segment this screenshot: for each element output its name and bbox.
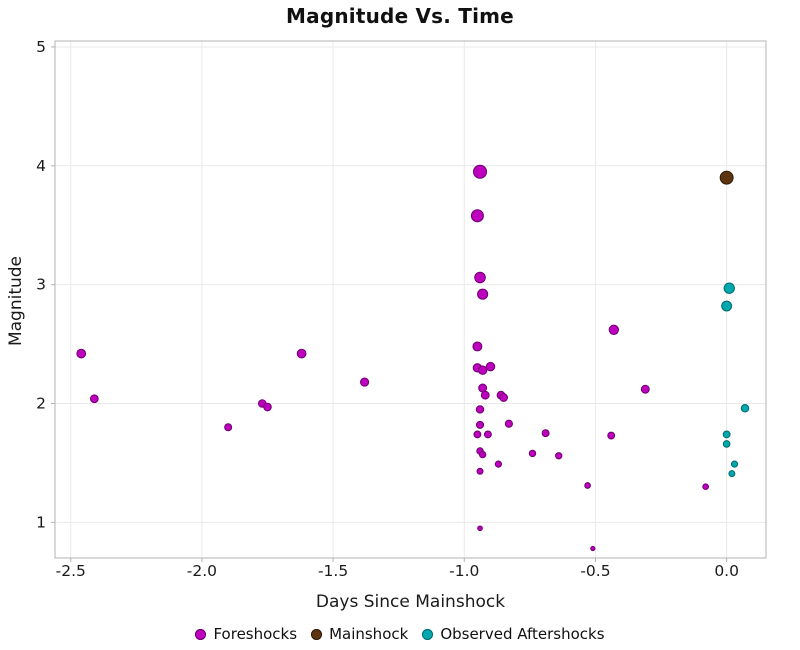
legend-item-mainshock[interactable]: Mainshock — [311, 625, 408, 643]
data-point-foreshocks — [477, 525, 483, 532]
data-point-foreshocks — [640, 384, 650, 394]
data-point-observed-aftershocks — [722, 430, 731, 439]
data-point-foreshocks — [480, 390, 490, 400]
data-point-observed-aftershocks — [722, 440, 731, 448]
data-point-foreshocks — [476, 467, 484, 475]
data-point-foreshocks — [224, 423, 233, 432]
data-point-foreshocks — [608, 324, 619, 335]
data-point-foreshocks — [485, 361, 496, 372]
legend-label-foreshocks: Foreshocks — [213, 625, 298, 643]
legend-item-foreshocks[interactable]: Foreshocks — [195, 625, 297, 643]
legend: Foreshocks Mainshock Observed Aftershock… — [0, 625, 800, 643]
y-tick-label: 2 — [36, 394, 46, 412]
data-point-foreshocks — [89, 394, 99, 404]
data-point-foreshocks — [475, 405, 485, 414]
data-point-foreshocks — [472, 164, 488, 179]
data-point-foreshocks — [555, 452, 563, 460]
data-point-foreshocks — [360, 377, 370, 387]
y-tick-label: 1 — [36, 513, 46, 531]
data-point-foreshocks — [76, 348, 87, 359]
data-point-foreshocks — [584, 482, 591, 489]
chart-title: Magnitude Vs. Time — [286, 4, 514, 28]
data-point-foreshocks — [541, 429, 550, 438]
legend-label-aftershocks: Observed Aftershocks — [440, 625, 605, 643]
x-tick-label: -2.0 — [187, 562, 217, 580]
x-axis-label: Days Since Mainshock — [315, 592, 506, 612]
y-tick-label: 3 — [36, 276, 46, 294]
y-tick-label: 4 — [36, 157, 46, 175]
data-point-foreshocks — [494, 460, 502, 468]
data-point-observed-aftershocks — [723, 282, 735, 294]
data-point-foreshocks — [475, 420, 485, 429]
x-tick-label: -0.5 — [580, 562, 610, 580]
data-point-foreshocks — [477, 365, 488, 375]
data-point-foreshocks — [474, 271, 486, 284]
data-point-foreshocks — [472, 341, 483, 352]
x-tick-label: -1.0 — [449, 562, 479, 580]
data-point-observed-aftershocks — [721, 300, 733, 312]
data-point-mainshock — [719, 170, 734, 185]
data-point-foreshocks — [702, 483, 709, 491]
data-point-foreshocks — [483, 430, 492, 439]
data-point-foreshocks — [477, 288, 489, 300]
data-point-foreshocks — [263, 402, 272, 412]
legend-label-mainshock: Mainshock — [329, 625, 409, 643]
data-point-foreshocks — [528, 449, 537, 458]
foreshocks-legend-dot-icon — [195, 628, 207, 640]
x-tick-label: -2.5 — [56, 562, 86, 580]
data-point-observed-aftershocks — [740, 404, 750, 413]
data-point-foreshocks — [504, 419, 513, 428]
plot-border — [54, 40, 767, 559]
x-tick-label: 0.0 — [714, 562, 739, 580]
legend-item-aftershocks[interactable]: Observed Aftershocks — [422, 625, 605, 643]
data-point-observed-aftershocks — [730, 460, 739, 468]
x-tick-label: -1.5 — [318, 562, 348, 580]
aftershocks-legend-dot-icon — [422, 628, 434, 640]
data-point-observed-aftershocks — [728, 470, 736, 478]
data-point-foreshocks — [607, 431, 616, 440]
y-tick-label: 5 — [36, 38, 46, 56]
plot-area — [55, 41, 766, 558]
data-point-foreshocks — [478, 450, 487, 459]
data-point-foreshocks — [499, 393, 509, 402]
data-point-foreshocks — [470, 209, 484, 223]
data-point-foreshocks — [473, 430, 482, 439]
mainshock-legend-dot-icon — [311, 628, 323, 640]
data-point-foreshocks — [590, 545, 596, 552]
data-point-foreshocks — [296, 348, 307, 359]
